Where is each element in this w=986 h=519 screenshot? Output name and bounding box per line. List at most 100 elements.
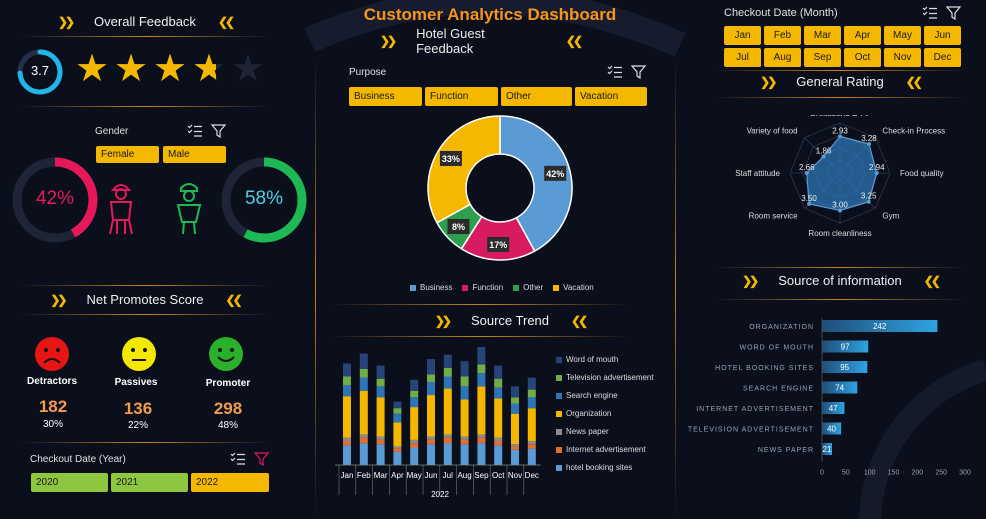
svg-text:42%: 42% — [546, 169, 564, 179]
radar-value-label: 3.00 — [832, 201, 848, 210]
source-category-label: INTERNET ADVERTISEMENT — [696, 406, 814, 413]
trend-bar-segment — [410, 407, 419, 440]
purpose-function-button[interactable]: Function — [425, 87, 498, 106]
gender-male-button[interactable]: Male — [163, 146, 226, 163]
trend-bar-segment — [494, 387, 503, 399]
trend-bar-segment — [410, 397, 419, 408]
trend-bar-segment — [359, 434, 368, 438]
source-trend-legend: Word of mouth Television advertisement Sea… — [556, 355, 654, 472]
month-button-mar[interactable]: Mar — [804, 26, 841, 45]
divider — [20, 106, 270, 107]
multi-select-icon[interactable] — [230, 452, 246, 466]
male-percent: 58% — [244, 188, 284, 209]
trend-bar-segment — [393, 422, 402, 447]
trend-month-label: Feb — [357, 471, 371, 480]
multi-select-icon[interactable] — [607, 65, 623, 79]
trend-bar-segment — [477, 386, 486, 435]
trend-bar-segment — [343, 440, 351, 446]
trend-bar-segment — [376, 397, 385, 437]
overall-feedback-header: ❯❯ Overall Feedback ❮❮ — [30, 14, 260, 29]
general-rating-radar-chart: 2.93 3.28 2.94 3.25 3.00 3.50 2.661.86 Broadban… — [735, 115, 945, 238]
source-value-label: 97 — [841, 343, 850, 352]
chevron-right-icon: ❯❯ — [760, 74, 777, 89]
source-bar — [822, 443, 833, 455]
purpose-other-button[interactable]: Other — [501, 87, 572, 106]
month-button-apr[interactable]: Apr — [844, 26, 881, 45]
source-x-tick: 150 — [888, 470, 900, 477]
nps-promoter-pct: 48% — [217, 420, 238, 431]
purpose-legend: Business Function Other Vacation — [410, 283, 594, 292]
gender-female-button[interactable]: Female — [96, 146, 159, 163]
trend-bar-segment — [494, 365, 503, 379]
clear-filter-icon[interactable] — [631, 65, 647, 79]
trend-bar-segment — [343, 363, 351, 377]
radar-point — [838, 134, 842, 139]
purpose-business-button[interactable]: Business — [349, 87, 422, 106]
month-button-jun[interactable]: Jun — [924, 26, 961, 45]
year-2021-button[interactable]: 2021 — [111, 473, 188, 492]
source-category-label: ORGANIZATION — [749, 324, 814, 331]
multi-select-icon[interactable] — [187, 124, 203, 138]
source-category-label: WORD OF MOUTH — [740, 345, 814, 352]
trend-bar-segment — [460, 386, 469, 400]
year-2022-button[interactable]: 2022 — [191, 473, 269, 492]
overall-score: 3.7 — [30, 63, 50, 78]
radar-value-label: 3.25 — [861, 192, 877, 201]
trend-bar-segment — [410, 443, 419, 448]
trend-bar-segment — [494, 378, 503, 388]
source-bar — [822, 381, 858, 394]
month-button-feb[interactable]: Feb — [764, 26, 801, 45]
female-percent: 42% — [35, 188, 75, 209]
trend-bar-segment — [376, 436, 385, 440]
month-button-sep[interactable]: Sep — [804, 48, 841, 67]
clear-filter-icon[interactable] — [254, 452, 270, 466]
clear-filter-icon[interactable] — [946, 6, 962, 20]
radar-axis-label: Check-in Process — [882, 127, 945, 136]
source-info-bar-chart: ORGANIZATION 242 WORD OF MOUTH 97 HOTEL BOOK… — [688, 318, 971, 477]
chevron-left-icon: ❮❮ — [923, 273, 941, 288]
trend-bar-segment — [511, 413, 519, 445]
trend-bar-segment — [443, 388, 452, 435]
trend-bar-segment — [460, 399, 469, 437]
trend-legend-item: Organization — [556, 409, 654, 418]
trend-month-label: May — [407, 471, 422, 480]
trend-bar-segment — [443, 437, 452, 444]
trend-bar-segment — [376, 365, 385, 379]
radar-point — [838, 208, 842, 213]
trend-bar-segment — [477, 364, 486, 374]
month-button-may[interactable]: May — [884, 26, 921, 45]
divider — [20, 314, 270, 315]
trend-bar-segment — [494, 437, 503, 441]
month-button-oct[interactable]: Oct — [844, 48, 881, 67]
male-donut — [221, 157, 307, 243]
divider — [715, 97, 965, 98]
trend-bar-segment — [427, 395, 435, 437]
trend-bar-segment — [527, 440, 536, 445]
month-button-jul[interactable]: Jul — [724, 48, 761, 67]
chevron-right-icon: ❯❯ — [742, 273, 759, 288]
subtitle-header: ❯❯ Hotel Guest Feedback ❮❮ — [380, 26, 583, 56]
multi-select-icon[interactable] — [922, 6, 938, 20]
month-button-jan[interactable]: Jan — [724, 26, 761, 45]
trend-bar-segment — [427, 381, 435, 396]
trend-bar-segment — [477, 437, 486, 444]
trend-bar-segment — [410, 390, 419, 398]
trend-bar-segment — [443, 354, 452, 368]
pie-label-other: 8% — [447, 219, 470, 235]
pie-label-business: 42% — [544, 165, 567, 181]
month-button-aug[interactable]: Aug — [764, 48, 801, 67]
purpose-vacation-button[interactable]: Vacation — [575, 87, 647, 106]
trend-bar-segment — [511, 397, 519, 404]
trend-legend-item: Word of mouth — [556, 355, 654, 364]
year-2020-button[interactable]: 2020 — [31, 473, 108, 492]
month-button-dec[interactable]: Dec — [924, 48, 961, 67]
month-button-nov[interactable]: Nov — [884, 48, 921, 67]
clear-filter-icon[interactable] — [211, 124, 227, 138]
radar-axis-label: Room cleanliness — [808, 229, 871, 238]
trend-bar-segment — [527, 397, 536, 409]
radar-value-label: 3.28 — [861, 134, 877, 143]
radar-value-label: 2.94 — [869, 163, 885, 172]
trend-bar-segment — [443, 443, 452, 465]
divider — [20, 36, 270, 37]
chevron-left-icon: ❮❮ — [571, 313, 588, 328]
